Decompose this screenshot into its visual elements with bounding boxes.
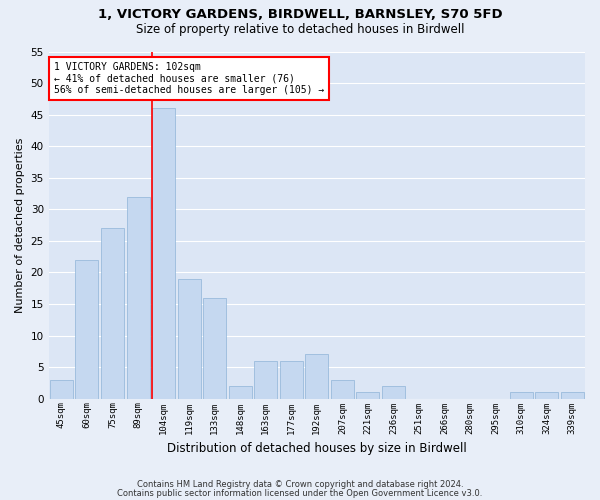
Text: Contains HM Land Registry data © Crown copyright and database right 2024.: Contains HM Land Registry data © Crown c…	[137, 480, 463, 489]
Bar	[535, 392, 558, 398]
Text: Contains public sector information licensed under the Open Government Licence v3: Contains public sector information licen…	[118, 488, 482, 498]
Text: Size of property relative to detached houses in Birdwell: Size of property relative to detached ho…	[136, 22, 464, 36]
Bar	[356, 392, 379, 398]
Bar	[76, 260, 98, 398]
Bar	[280, 361, 303, 399]
Bar	[101, 228, 124, 398]
Bar	[331, 380, 354, 398]
Bar	[178, 278, 200, 398]
Bar	[509, 392, 533, 398]
Bar	[50, 380, 73, 398]
Bar	[561, 392, 584, 398]
Bar	[203, 298, 226, 398]
Bar	[254, 361, 277, 399]
X-axis label: Distribution of detached houses by size in Birdwell: Distribution of detached houses by size …	[167, 442, 467, 455]
Bar	[229, 386, 252, 398]
Bar	[382, 386, 405, 398]
Y-axis label: Number of detached properties: Number of detached properties	[15, 138, 25, 313]
Text: 1, VICTORY GARDENS, BIRDWELL, BARNSLEY, S70 5FD: 1, VICTORY GARDENS, BIRDWELL, BARNSLEY, …	[98, 8, 502, 20]
Bar	[127, 196, 149, 398]
Bar	[305, 354, 328, 399]
Bar	[152, 108, 175, 399]
Text: 1 VICTORY GARDENS: 102sqm
← 41% of detached houses are smaller (76)
56% of semi-: 1 VICTORY GARDENS: 102sqm ← 41% of detac…	[54, 62, 324, 95]
